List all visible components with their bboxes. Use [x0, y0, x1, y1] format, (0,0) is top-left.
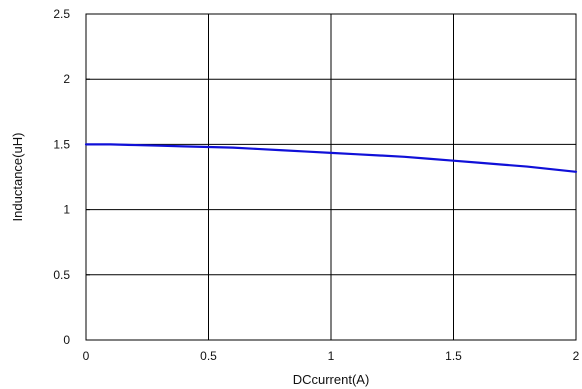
- x-tick-label: 0.5: [200, 349, 217, 363]
- grid-lines: [86, 14, 576, 340]
- x-tick-label: 1.5: [445, 349, 462, 363]
- x-tick-label: 2: [573, 349, 580, 363]
- axis-ticks: 0 0.5 1 1.5 2 0 0.5 1 1.5 2 2.5: [53, 7, 579, 363]
- y-axis-label: Inductance(uH): [10, 133, 25, 222]
- inductance-line: [84, 143, 578, 173]
- y-tick-label: 2: [63, 72, 70, 86]
- y-tick-label: 0.5: [53, 268, 70, 282]
- y-tick-label: 1.5: [53, 137, 70, 151]
- y-tick-label: 0: [63, 333, 70, 347]
- x-tick-label: 0: [83, 349, 90, 363]
- x-tick-label: 1: [328, 349, 335, 363]
- axis-labels: DCcurrent(A) Inductance(uH): [10, 133, 369, 387]
- y-tick-label: 2.5: [53, 7, 70, 21]
- data-series: [84, 143, 578, 173]
- y-tick-label: 1: [63, 203, 70, 217]
- x-axis-label: DCcurrent(A): [293, 372, 370, 387]
